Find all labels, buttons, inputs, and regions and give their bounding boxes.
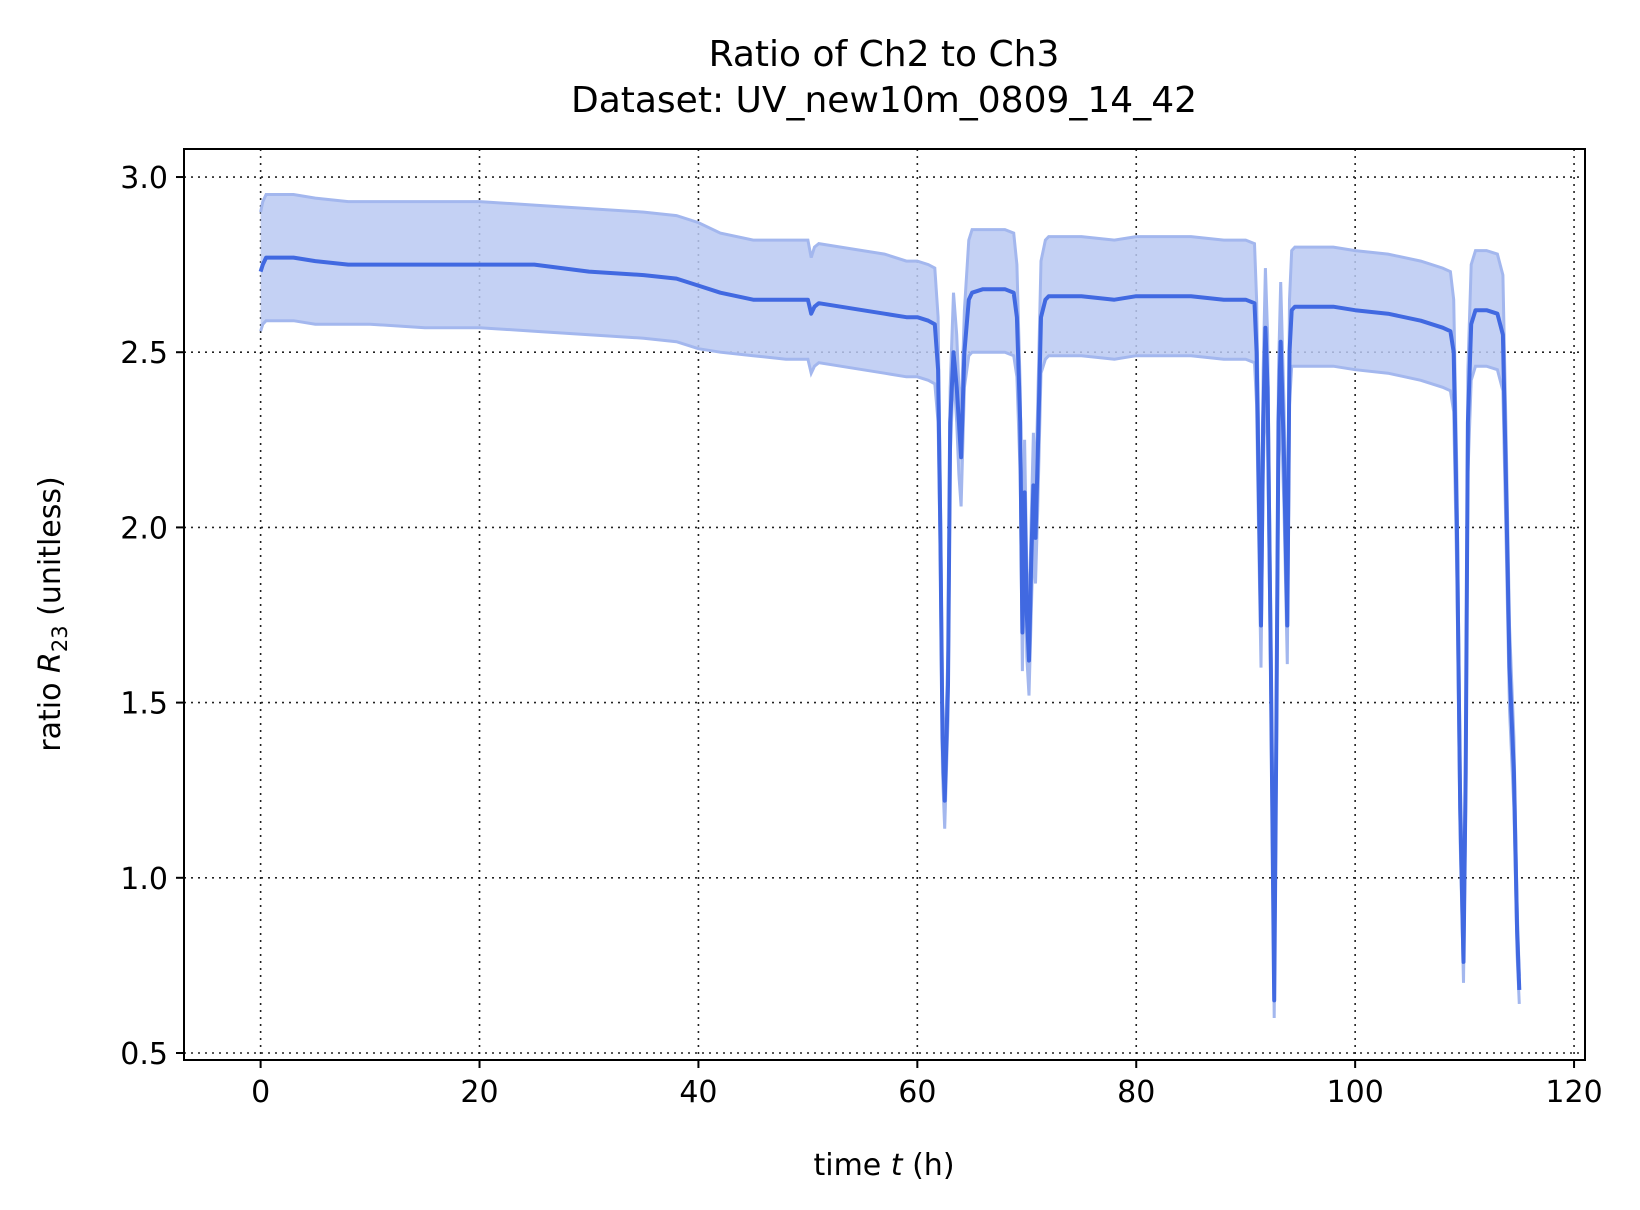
y-tick-label: 3.0: [120, 161, 168, 196]
band-lower-edge: [259, 319, 1521, 1019]
plot-frame: [183, 148, 1586, 1061]
y-tick-label: 1.0: [120, 862, 168, 897]
x-tick-label: 100: [1327, 1075, 1384, 1110]
y-tick-label: 2.5: [120, 336, 168, 371]
x-axis-label-main: time: [813, 1148, 890, 1183]
series-line: [258, 255, 1522, 1003]
y-axis-label: ratio R23 (unitless): [33, 476, 72, 751]
x-axis-label: time t (h): [813, 1148, 954, 1183]
chart-title: Ratio of Ch2 to Ch3: [709, 34, 1060, 75]
y-tick-label: 0.5: [120, 1037, 168, 1072]
y-axis-label-sub: 23: [48, 625, 72, 652]
y-axis-label-main: ratio: [33, 673, 68, 752]
x-axis: 0 20 40 60 80 100 120: [251, 1060, 1603, 1110]
x-axis-label-unit: (h): [903, 1148, 955, 1183]
x-tick-label: 40: [679, 1075, 717, 1110]
y-axis-label-var: R: [33, 652, 68, 673]
x-tick-label: 60: [898, 1075, 936, 1110]
plot-area: [258, 193, 1522, 1019]
y-axis-label-unit: (unitless): [33, 476, 68, 625]
chart-subtitle: Dataset: UV_new10m_0809_14_42: [571, 80, 1197, 121]
x-tick-label: 80: [1117, 1075, 1155, 1110]
x-tick-label: 120: [1545, 1075, 1602, 1110]
y-tick-label: 1.5: [120, 687, 168, 722]
band-upper-edge: [259, 193, 1521, 983]
y-axis: 0.5 1.0 1.5 2.0 2.5 3.0: [120, 161, 184, 1072]
uncertainty-band: [260, 194, 1520, 1018]
x-axis-label-var: t: [891, 1148, 904, 1183]
x-tick-label: 20: [460, 1075, 498, 1110]
y-tick-label: 2.0: [120, 511, 168, 546]
x-tick-label: 0: [251, 1075, 270, 1110]
